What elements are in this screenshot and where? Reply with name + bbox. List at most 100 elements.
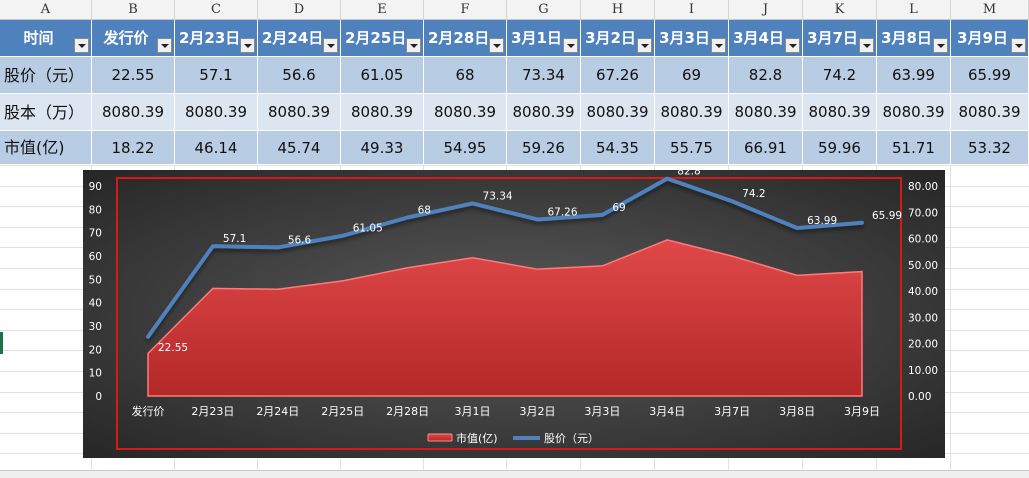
value-cell[interactable]: 54.35 bbox=[581, 131, 655, 165]
legend-label-stock-price: 股价（元） bbox=[544, 432, 599, 445]
header-cell-date[interactable]: 2月24日 bbox=[258, 20, 341, 57]
filter-dropdown-icon[interactable] bbox=[489, 38, 504, 53]
column-letter-g[interactable]: G bbox=[507, 0, 581, 20]
value-cell[interactable]: 54.95 bbox=[424, 131, 507, 165]
value-cell[interactable]: 8080.39 bbox=[341, 94, 424, 131]
column-letter-f[interactable]: F bbox=[424, 0, 507, 20]
column-letter-k[interactable]: K bbox=[803, 0, 877, 20]
value-cell[interactable]: 8080.39 bbox=[507, 94, 581, 131]
left-axis-tick-label: 70 bbox=[89, 228, 102, 240]
right-axis-tick-label: 80.00 bbox=[908, 181, 938, 193]
data-label: 56.6 bbox=[288, 234, 312, 246]
column-letter-b[interactable]: B bbox=[92, 0, 175, 20]
header-cell-date[interactable]: 3月3日 bbox=[655, 20, 729, 57]
value-cell[interactable]: 8080.39 bbox=[655, 94, 729, 131]
value-cell[interactable]: 69 bbox=[655, 57, 729, 94]
x-axis-tick-label: 3月2日 bbox=[519, 405, 555, 418]
value-cell[interactable]: 55.75 bbox=[655, 131, 729, 165]
value-cell[interactable]: 8080.39 bbox=[951, 94, 1029, 131]
column-letter-j[interactable]: J bbox=[729, 0, 803, 20]
filter-dropdown-icon[interactable] bbox=[240, 38, 255, 53]
value-cell[interactable]: 74.2 bbox=[803, 57, 877, 94]
value-cell[interactable]: 49.33 bbox=[341, 131, 424, 165]
value-cell[interactable]: 8080.39 bbox=[803, 94, 877, 131]
value-cell[interactable]: 8080.39 bbox=[175, 94, 258, 131]
left-axis-tick-label: 60 bbox=[89, 251, 102, 263]
value-cell[interactable]: 18.22 bbox=[92, 131, 175, 165]
right-axis-tick-label: 10.00 bbox=[908, 365, 938, 377]
value-cell[interactable]: 82.8 bbox=[729, 57, 803, 94]
sheet-tab-bar[interactable] bbox=[0, 470, 1029, 478]
column-letter-h[interactable]: H bbox=[581, 0, 655, 20]
header-cell-time[interactable]: 时间 bbox=[0, 20, 92, 57]
value-cell[interactable]: 8080.39 bbox=[581, 94, 655, 131]
column-letter-a[interactable]: A bbox=[0, 0, 92, 20]
header-label: 3月9日 bbox=[957, 29, 1008, 47]
active-row-marker bbox=[0, 332, 3, 354]
value-cell[interactable]: 67.26 bbox=[581, 57, 655, 94]
row-label-cell[interactable]: 市值(亿) bbox=[0, 131, 92, 165]
value-cell[interactable]: 45.74 bbox=[258, 131, 341, 165]
filter-dropdown-icon[interactable] bbox=[711, 38, 726, 53]
row-label-cell[interactable]: 股价（元） bbox=[0, 57, 92, 94]
column-letter-m[interactable]: M bbox=[951, 0, 1029, 20]
left-axis-tick-label: 0 bbox=[95, 391, 102, 403]
value-cell[interactable]: 61.05 bbox=[341, 57, 424, 94]
filter-dropdown-icon[interactable] bbox=[637, 38, 652, 53]
value-cell[interactable]: 8080.39 bbox=[877, 94, 951, 131]
filter-dropdown-icon[interactable] bbox=[785, 38, 800, 53]
value-cell[interactable]: 66.91 bbox=[729, 131, 803, 165]
filter-dropdown-icon[interactable] bbox=[406, 38, 421, 53]
right-axis-tick-label: 50.00 bbox=[908, 260, 938, 272]
value-cell[interactable]: 57.1 bbox=[175, 57, 258, 94]
value-cell[interactable]: 8080.39 bbox=[92, 94, 175, 131]
header-cell-date[interactable]: 3月9日 bbox=[951, 20, 1029, 57]
value-cell[interactable]: 63.99 bbox=[877, 57, 951, 94]
value-cell[interactable]: 53.32 bbox=[951, 131, 1029, 165]
value-cell[interactable]: 8080.39 bbox=[424, 94, 507, 131]
value-cell[interactable]: 56.6 bbox=[258, 57, 341, 94]
left-axis-tick-label: 90 bbox=[89, 181, 102, 193]
header-cell-date[interactable]: 2月28日 bbox=[424, 20, 507, 57]
value-cell[interactable]: 51.71 bbox=[877, 131, 951, 165]
column-letter-d[interactable]: D bbox=[258, 0, 341, 20]
value-cell[interactable]: 22.55 bbox=[92, 57, 175, 94]
x-axis-tick-label: 3月3日 bbox=[584, 405, 620, 418]
column-letter-l[interactable]: L bbox=[877, 0, 951, 20]
header-cell-date[interactable]: 3月2日 bbox=[581, 20, 655, 57]
x-axis-tick-label: 3月4日 bbox=[649, 405, 685, 418]
header-label: 3月2日 bbox=[585, 29, 636, 47]
value-cell[interactable]: 8080.39 bbox=[729, 94, 803, 131]
value-cell[interactable]: 59.96 bbox=[803, 131, 877, 165]
filter-dropdown-icon[interactable] bbox=[74, 38, 89, 53]
row-label-cell[interactable]: 股本（万） bbox=[0, 94, 92, 131]
filter-dropdown-icon[interactable] bbox=[563, 38, 578, 53]
header-cell-date[interactable]: 3月4日 bbox=[729, 20, 803, 57]
filter-dropdown-icon[interactable] bbox=[1011, 38, 1026, 53]
filter-dropdown-icon[interactable] bbox=[933, 38, 948, 53]
x-axis-tick-label: 发行价 bbox=[132, 404, 165, 418]
header-cell-date[interactable]: 发行价 bbox=[92, 20, 175, 57]
value-cell[interactable]: 59.26 bbox=[507, 131, 581, 165]
header-cell-date[interactable]: 2月23日 bbox=[175, 20, 258, 57]
value-cell[interactable]: 73.34 bbox=[507, 57, 581, 94]
column-letter-c[interactable]: C bbox=[175, 0, 258, 20]
column-letter-e[interactable]: E bbox=[341, 0, 424, 20]
value-cell[interactable]: 65.99 bbox=[951, 57, 1029, 94]
header-cell-date[interactable]: 3月7日 bbox=[803, 20, 877, 57]
header-cell-date[interactable]: 3月1日 bbox=[507, 20, 581, 57]
filter-dropdown-icon[interactable] bbox=[157, 38, 172, 53]
x-axis-tick-label: 2月23日 bbox=[191, 405, 234, 418]
filter-dropdown-icon[interactable] bbox=[323, 38, 338, 53]
value-cell[interactable]: 68 bbox=[424, 57, 507, 94]
left-axis-tick-label: 80 bbox=[89, 204, 102, 216]
column-letter-i[interactable]: I bbox=[655, 0, 729, 20]
right-axis-tick-label: 0.00 bbox=[908, 391, 931, 403]
value-cell[interactable]: 8080.39 bbox=[258, 94, 341, 131]
value-cell[interactable]: 46.14 bbox=[175, 131, 258, 165]
header-label: 发行价 bbox=[103, 29, 149, 47]
header-cell-date[interactable]: 2月25日 bbox=[341, 20, 424, 57]
header-cell-date[interactable]: 3月8日 bbox=[877, 20, 951, 57]
filter-dropdown-icon[interactable] bbox=[859, 38, 874, 53]
